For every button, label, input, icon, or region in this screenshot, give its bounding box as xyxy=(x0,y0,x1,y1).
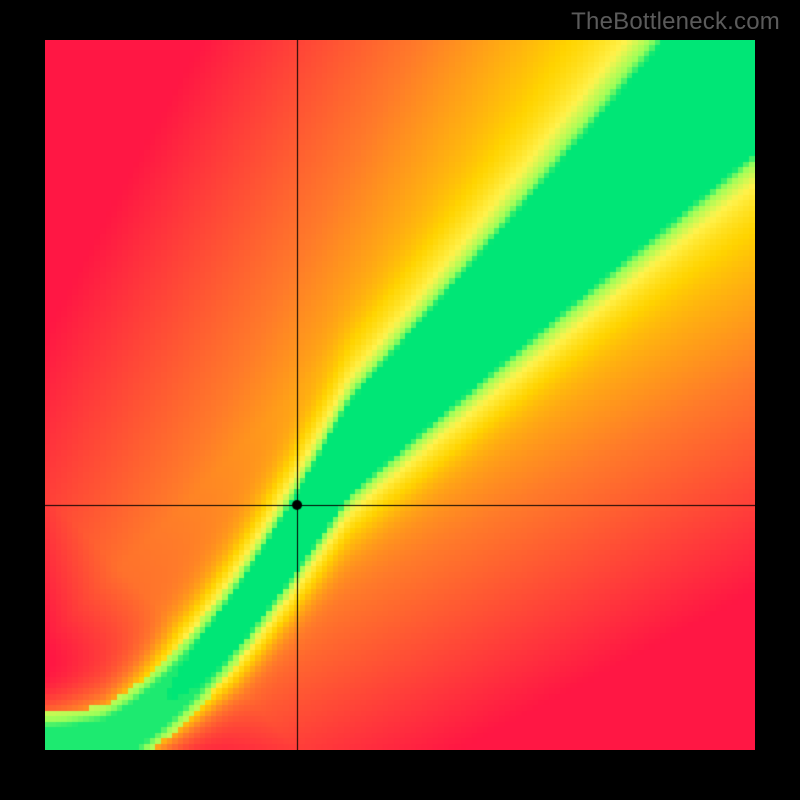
watermark-text: TheBottleneck.com xyxy=(571,8,780,36)
image-root: TheBottleneck.com xyxy=(0,0,800,800)
crosshair-overlay-canvas xyxy=(45,40,755,750)
